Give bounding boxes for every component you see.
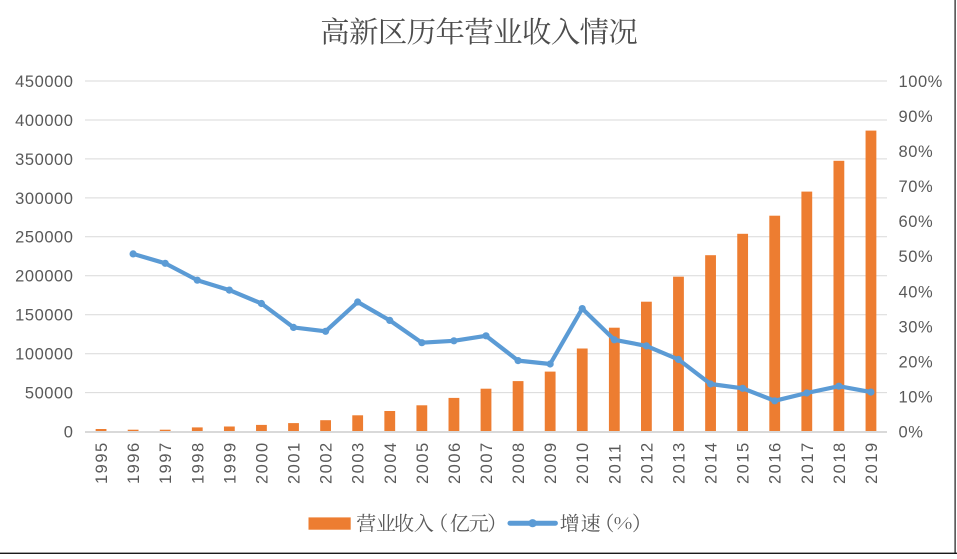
- svg-text:100000: 100000: [15, 346, 73, 364]
- svg-text:0%: 0%: [899, 424, 924, 442]
- svg-text:2011: 2011: [606, 443, 624, 484]
- svg-text:0: 0: [64, 424, 74, 442]
- svg-text:2001: 2001: [286, 441, 304, 484]
- svg-text:400000: 400000: [15, 112, 73, 130]
- svg-text:2005: 2005: [414, 441, 432, 484]
- svg-text:70%: 70%: [899, 178, 934, 196]
- svg-text:50%: 50%: [899, 248, 934, 266]
- svg-text:2015: 2015: [735, 441, 753, 484]
- svg-text:2003: 2003: [350, 441, 368, 484]
- svg-text:2017: 2017: [799, 441, 817, 484]
- svg-text:2009: 2009: [542, 441, 560, 484]
- svg-text:150000: 150000: [15, 307, 73, 325]
- svg-text:20%: 20%: [899, 353, 934, 371]
- svg-text:2010: 2010: [574, 441, 592, 484]
- svg-text:40%: 40%: [899, 283, 934, 301]
- svg-text:450000: 450000: [15, 73, 73, 91]
- svg-text:300000: 300000: [15, 190, 73, 208]
- svg-text:1996: 1996: [125, 441, 143, 484]
- svg-text:1997: 1997: [157, 441, 175, 484]
- svg-text:2019: 2019: [863, 441, 881, 484]
- svg-text:2002: 2002: [318, 441, 336, 484]
- svg-text:30%: 30%: [899, 318, 934, 336]
- svg-text:1999: 1999: [221, 441, 239, 484]
- svg-text:2016: 2016: [767, 441, 785, 484]
- svg-text:250000: 250000: [15, 229, 73, 247]
- svg-text:10%: 10%: [899, 388, 934, 406]
- svg-text:90%: 90%: [899, 108, 934, 126]
- svg-text:2018: 2018: [831, 441, 849, 484]
- svg-text:60%: 60%: [899, 213, 934, 231]
- svg-text:2014: 2014: [703, 441, 721, 484]
- svg-text:50000: 50000: [25, 385, 74, 403]
- svg-text:1995: 1995: [93, 441, 111, 484]
- svg-text:2012: 2012: [638, 441, 656, 484]
- svg-text:100%: 100%: [899, 73, 943, 91]
- svg-text:2008: 2008: [510, 441, 528, 484]
- svg-text:2000: 2000: [253, 441, 271, 484]
- svg-text:2007: 2007: [478, 441, 496, 484]
- svg-text:2004: 2004: [382, 441, 400, 484]
- svg-text:2006: 2006: [446, 441, 464, 484]
- svg-text:200000: 200000: [15, 268, 73, 286]
- svg-text:1998: 1998: [189, 441, 207, 484]
- svg-text:2013: 2013: [670, 441, 688, 484]
- svg-text:80%: 80%: [899, 143, 934, 161]
- svg-text:350000: 350000: [15, 151, 73, 169]
